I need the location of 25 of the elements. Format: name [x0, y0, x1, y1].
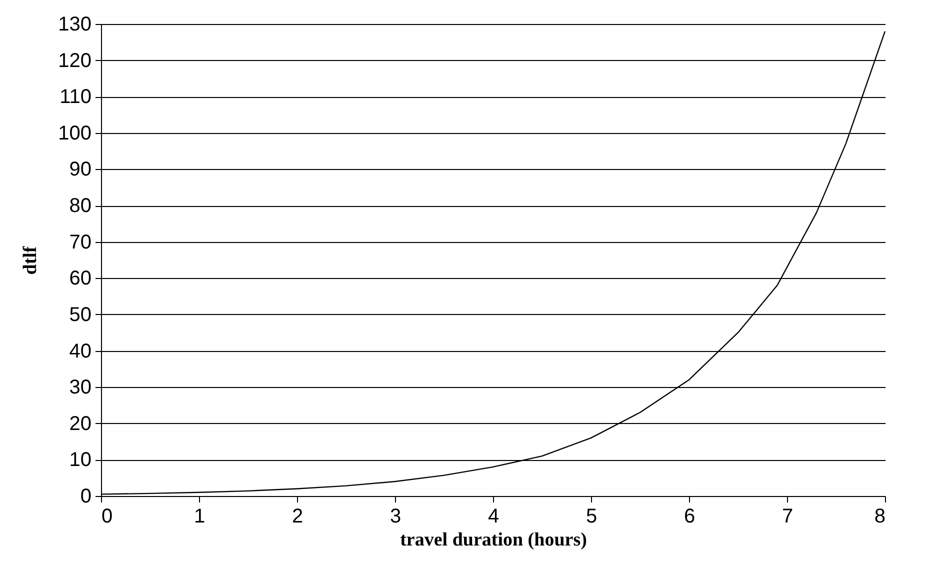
y-tick-label: 90 [69, 158, 92, 181]
y-tick-label: 50 [69, 304, 92, 326]
x-tick-label: 3 [390, 506, 402, 528]
x-tick-label: 1 [194, 506, 206, 528]
x-tick-label: 7 [782, 506, 794, 528]
x-tick-label: 2 [292, 506, 304, 528]
y-tick-label: 10 [69, 449, 92, 472]
y-tick-label: 70 [69, 231, 92, 254]
x-tick-label: 8 [874, 506, 886, 528]
x-tick-label: 4 [488, 506, 500, 528]
x-tick-label: 5 [586, 506, 598, 528]
x-tick-label: 0 [102, 506, 113, 528]
y-tick-label: 120 [58, 50, 92, 72]
y-tick-label: 110 [60, 86, 92, 108]
y-tick-label: 0 [80, 486, 92, 508]
y-tick-label: 130 [58, 14, 92, 36]
y-tick-label: 20 [69, 412, 92, 435]
y-axis-title: dtlf [20, 246, 42, 275]
y-tick-label: 30 [69, 376, 92, 399]
y-tick-label: 40 [69, 340, 92, 362]
x-axis-title: travel duration (hours) [400, 530, 587, 550]
y-tick-label: 100 [58, 122, 92, 144]
x-tick-label: 6 [684, 506, 696, 528]
y-tick-label: 60 [69, 268, 92, 290]
y-tick-label: 80 [69, 195, 92, 218]
